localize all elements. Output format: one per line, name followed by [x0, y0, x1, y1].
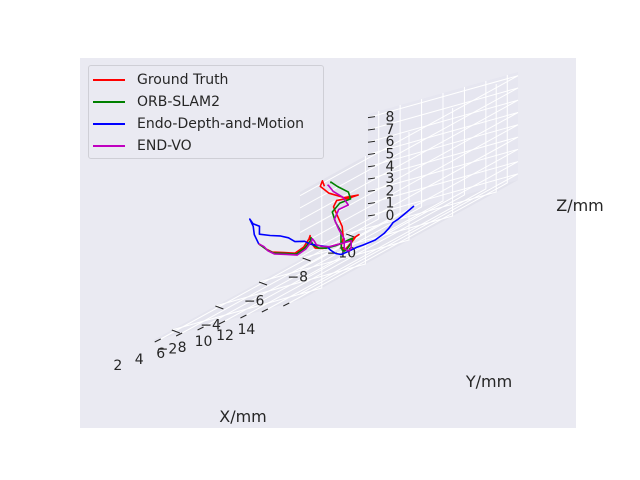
tick-mark-x: [197, 326, 204, 331]
z-tick-label: 3: [386, 171, 395, 187]
y-tick-label: −4: [200, 318, 221, 334]
legend-swatch: [93, 145, 125, 147]
legend-swatch: [93, 79, 125, 81]
grid-line-z: [299, 112, 519, 233]
series-line-3: [258, 184, 353, 256]
grid-line-x: [160, 111, 380, 340]
tick-mark-y: [302, 257, 311, 262]
tick-mark-z: [367, 177, 376, 180]
legend-item-end-vo: END-VO: [89, 135, 323, 157]
tick-mark-x: [218, 320, 226, 325]
grid-line-z: [299, 99, 519, 221]
grid-line-z: [299, 87, 519, 209]
tick-mark-x: [261, 308, 269, 313]
data-series: [249, 180, 415, 256]
tick-mark-z: [367, 128, 376, 131]
x-tick-label: 6: [156, 346, 165, 362]
z-axis-label: Z/mm: [556, 196, 604, 215]
grid-line-x: [267, 81, 487, 310]
grid-line-z: [299, 75, 519, 197]
grid-line-z: [299, 136, 519, 258]
grid-line-z: [299, 148, 519, 270]
legend-swatch: [93, 101, 125, 103]
legend-item-ground-truth: Ground Truth: [89, 69, 323, 91]
tick-mark-y: [215, 305, 224, 310]
y-tick-label: −8: [287, 270, 308, 286]
tick-mark-z: [367, 116, 376, 119]
y-tick-label: −6: [244, 294, 265, 310]
grid-line-y: [215, 156, 366, 307]
grid-line-y: [171, 180, 323, 331]
tick-mark-x: [175, 332, 183, 337]
y-tick-label: −2: [157, 342, 178, 358]
grid-line-z: [299, 124, 519, 246]
tick-mark-z: [367, 202, 376, 205]
grid-line-y: [302, 108, 454, 259]
z-tick-label: 4: [386, 159, 395, 175]
x-tick-label: 8: [178, 340, 187, 356]
z-tick-label: 8: [386, 110, 395, 126]
legend-item-endo-depth-and-motion: Endo-Depth-and-Motion: [89, 113, 323, 135]
legend-label: END-VO: [137, 138, 192, 154]
tick-mark-x: [154, 338, 161, 343]
x-tick-label: 4: [135, 352, 144, 368]
tick-mark-z: [367, 189, 376, 192]
z-tick-label: 5: [386, 147, 395, 163]
tick-mark-y: [346, 233, 355, 238]
legend-label: Ground Truth: [137, 72, 229, 88]
z-tick-label: 2: [386, 183, 395, 199]
y-axis-label: Y/mm: [465, 372, 512, 391]
x-tick-label: 10: [195, 334, 213, 350]
tick-mark-y: [258, 281, 268, 286]
grid-line-z: [299, 173, 519, 295]
legend: Ground Truth ORB-SLAM2 Endo-Depth-and-Mo…: [88, 65, 324, 159]
legend-swatch: [93, 123, 125, 125]
z-tick-label: 0: [386, 208, 395, 224]
tick-mark-z: [367, 165, 376, 168]
grid-line-x: [246, 87, 465, 316]
x-tick-label: 14: [237, 322, 255, 338]
tick-mark-z: [367, 153, 376, 155]
z-tick-label: 1: [386, 196, 395, 212]
tick-mark-x: [240, 314, 247, 319]
tick-mark-y: [171, 329, 180, 334]
legend-item-orb-slam2: ORB-SLAM2: [89, 91, 323, 113]
grid-line-x: [289, 75, 508, 304]
x-tick-label: 12: [216, 328, 234, 344]
x-tick-label: 2: [113, 358, 122, 374]
z-tick-label: 7: [386, 122, 395, 138]
legend-label: Endo-Depth-and-Motion: [137, 116, 305, 132]
x-axis-label: X/mm: [219, 407, 267, 426]
legend-label: ORB-SLAM2: [137, 94, 220, 110]
grid-line-x: [203, 99, 423, 328]
series-line-1: [258, 181, 354, 255]
tick-mark-x: [283, 302, 290, 307]
tick-mark-z: [367, 140, 376, 143]
tick-mark-z: [367, 214, 376, 217]
z-tick-label: 6: [386, 134, 395, 150]
